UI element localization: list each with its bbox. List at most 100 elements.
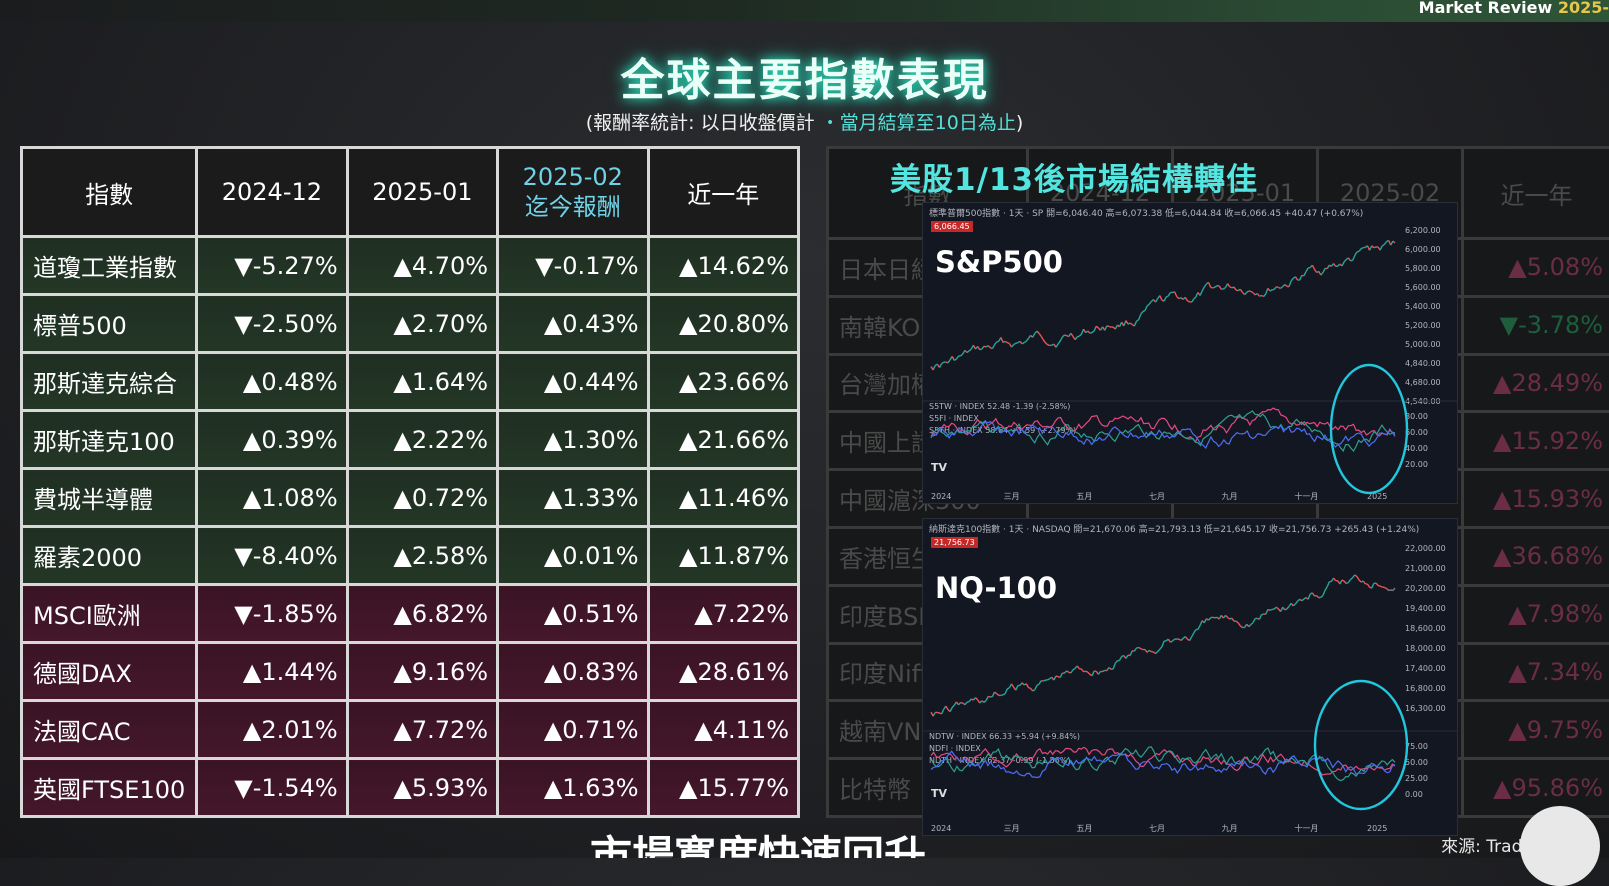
chart-canvas: 22,000.0021,000.0020,200.0019,400.0018,6… [923, 519, 1457, 835]
table-row: MSCI歐洲▼-1.85%▲6.82%▲0.51%▲7.22% [22, 585, 799, 643]
price-candle [1037, 684, 1039, 685]
price-candle [1293, 604, 1295, 606]
price-candle [1109, 326, 1111, 327]
price-candle [1077, 666, 1079, 669]
price-candle [1177, 297, 1179, 299]
price-candle [1026, 338, 1028, 341]
header-2025-01: 2025-01 [347, 148, 497, 237]
price-candle [1291, 278, 1293, 281]
price-candle [1285, 284, 1287, 286]
price-candle [933, 712, 935, 716]
price-candle [939, 364, 941, 368]
price-candle [1056, 676, 1058, 677]
table-header-row: 指數 2024-12 2025-01 2025-02 迄今報酬 近一年 [22, 148, 799, 237]
x-tick-label: 2024 [931, 824, 951, 833]
return-value: ▲0.01% [498, 527, 648, 585]
price-candle [1139, 314, 1141, 319]
return-value: ▲9.75% [1463, 701, 1609, 759]
table-row: 德國DAX▲1.44%▲9.16%▲0.83%▲28.61% [22, 643, 799, 701]
breadth-legend: NDFI · INDEX [929, 744, 981, 753]
return-value: ▲9.16% [347, 643, 497, 701]
return-value: ▲2.58% [347, 527, 497, 585]
y-tick-label: 16,800.00 [1405, 684, 1446, 693]
index-name: 羅素2000 [22, 527, 197, 585]
price-candle [1295, 277, 1297, 280]
return-value: ▼-2.50% [197, 295, 347, 353]
price-candle [1096, 326, 1098, 328]
price-candle [1192, 299, 1194, 302]
price-candle [1226, 615, 1228, 617]
header-2024-12: 2024-12 [197, 148, 347, 237]
price-candle [1287, 606, 1289, 608]
price-candle [1081, 669, 1083, 672]
price-candle [1158, 649, 1160, 651]
price-candle [1007, 343, 1009, 344]
price-candle [1302, 599, 1304, 601]
price-candle [1071, 333, 1073, 336]
price-candle [956, 356, 958, 359]
header-one-year: 近一年 [648, 148, 798, 237]
price-candle [1149, 650, 1151, 651]
price-candle [1194, 297, 1196, 299]
price-candle [1262, 614, 1264, 615]
price-candle [1003, 694, 1005, 695]
price-candle [975, 698, 977, 700]
index-name: 德國DAX [22, 643, 197, 701]
price-candle [1033, 333, 1035, 337]
price-candle [1353, 256, 1355, 261]
price-candle [1109, 667, 1111, 669]
return-value: ▼-8.40% [197, 527, 347, 585]
return-value: ▲15.77% [648, 759, 798, 817]
price-candle [1281, 287, 1283, 289]
price-candle [1007, 688, 1009, 689]
price-candle [1372, 583, 1374, 588]
price-candle [1334, 578, 1336, 581]
price-candle [1200, 291, 1202, 295]
avatar [1520, 806, 1600, 886]
price-candle [1314, 269, 1316, 272]
price-candle [1340, 580, 1342, 584]
price-candle [1166, 296, 1168, 297]
price-candle [1387, 588, 1389, 590]
x-tick-label: 五月 [1076, 492, 1092, 501]
y-tick-label: 6,000.00 [1405, 245, 1441, 254]
price-candle [1064, 671, 1066, 673]
price-candle [1312, 265, 1314, 269]
price-candle [1039, 681, 1041, 684]
price-candle [1276, 287, 1278, 288]
price-candle [1153, 652, 1155, 654]
price-candle [1312, 593, 1314, 596]
price-candle [1382, 244, 1384, 245]
tradingview-logo: TV [931, 787, 947, 800]
return-value: ▲20.80% [648, 295, 798, 353]
y-tick-label: 75.00 [1405, 742, 1428, 751]
table-row: 英國FTSE100▼-1.54%▲5.93%▲1.63%▲15.77% [22, 759, 799, 817]
price-candle [1283, 607, 1285, 610]
price-candle [1005, 341, 1007, 342]
price-candle [1037, 331, 1039, 333]
y-tick-label: 18,000.00 [1405, 644, 1446, 653]
price-candle [969, 349, 971, 351]
price-candle [1001, 337, 1003, 342]
price-candle [1270, 609, 1272, 610]
price-candle [969, 699, 971, 702]
price-candle [942, 709, 944, 714]
price-candle [1107, 326, 1109, 327]
price-candle [967, 702, 969, 703]
price-candle [1348, 258, 1350, 261]
price-candle [1300, 275, 1302, 280]
price-candle [1289, 281, 1291, 287]
tradingview-logo: TV [931, 461, 947, 474]
price-candle [1238, 623, 1240, 626]
price-candle [1295, 601, 1297, 604]
price-candle [1016, 686, 1018, 691]
price-candle [1393, 588, 1395, 590]
price-candle [1384, 587, 1386, 588]
price-candle [1156, 651, 1158, 653]
price-candle [1374, 247, 1376, 248]
price-candle [1181, 298, 1183, 300]
price-candle [1213, 287, 1215, 288]
price-candle [1120, 656, 1122, 660]
price-candle [1202, 287, 1204, 291]
price-candle [1141, 311, 1143, 314]
